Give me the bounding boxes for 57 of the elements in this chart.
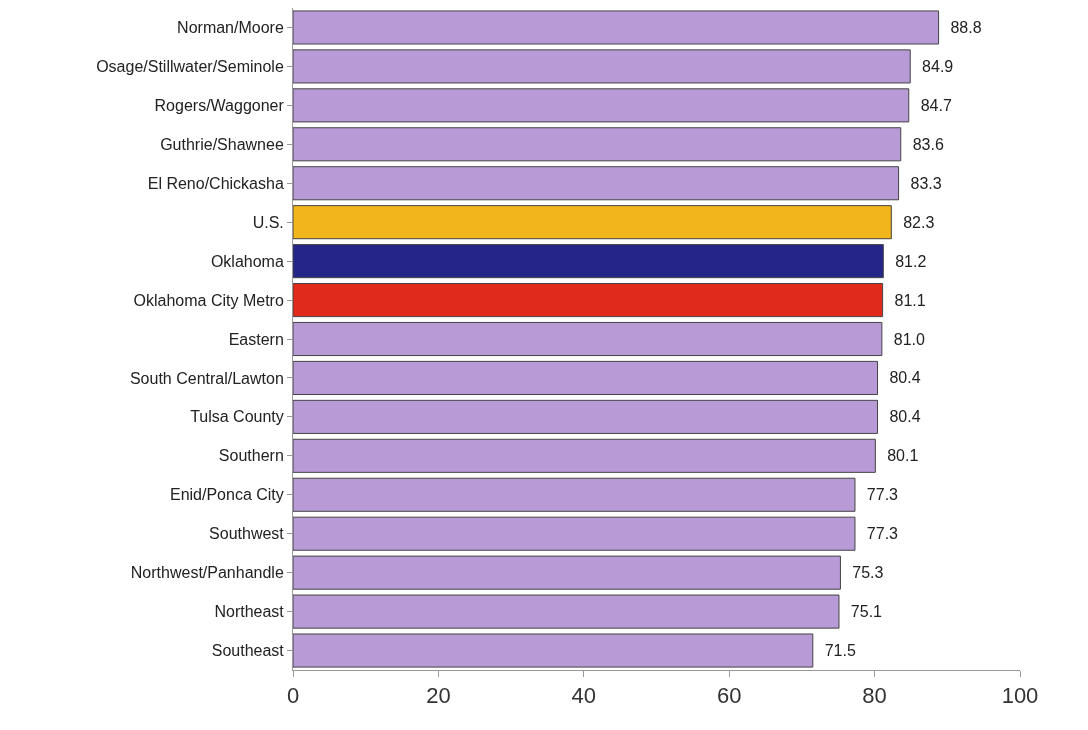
data-label: 77.3 bbox=[857, 486, 899, 504]
data-label: 82.3 bbox=[894, 213, 935, 231]
data-label: 77.3 bbox=[857, 525, 899, 543]
bar bbox=[293, 88, 910, 123]
y-tick-label: Northwest/Panhandle bbox=[130, 564, 284, 582]
bar bbox=[293, 594, 840, 629]
y-tick-label: Tulsa County bbox=[190, 408, 284, 426]
y-tick-label: Osage/Stillwater/Seminole bbox=[96, 58, 284, 76]
y-tick-label: Southeast bbox=[211, 642, 285, 660]
bar bbox=[293, 10, 940, 45]
data-label: 84.9 bbox=[913, 57, 954, 75]
data-label: 80.1 bbox=[878, 447, 919, 465]
x-tick-label: 80 bbox=[862, 683, 887, 709]
y-tick-label: Rogers/Waggoner bbox=[154, 96, 285, 114]
data-label: 75.1 bbox=[841, 603, 883, 621]
y-tick-label: Southwest bbox=[209, 525, 285, 543]
bar bbox=[293, 399, 879, 434]
bar bbox=[293, 166, 900, 201]
y-tick-label: Northeast bbox=[214, 603, 285, 621]
y-tick-label: Oklahoma bbox=[210, 252, 284, 270]
data-label: 88.8 bbox=[941, 18, 982, 36]
y-tick-label: Eastern bbox=[228, 330, 284, 348]
bar bbox=[293, 438, 876, 473]
y-tick-label: U.S. bbox=[252, 213, 284, 231]
data-label: 80.4 bbox=[880, 408, 921, 426]
x-tick-label: 40 bbox=[571, 683, 597, 709]
data-label: 75.3 bbox=[843, 564, 884, 582]
data-label: 83.3 bbox=[901, 174, 942, 192]
y-tick-label: Guthrie/Shawnee bbox=[160, 135, 284, 153]
x-tick-label: 20 bbox=[426, 683, 451, 709]
bar bbox=[293, 49, 911, 84]
bar bbox=[293, 555, 841, 590]
y-tick-label: South Central/Lawton bbox=[129, 369, 284, 387]
bar bbox=[293, 633, 814, 668]
data-label: 71.5 bbox=[815, 642, 856, 660]
bar bbox=[293, 477, 856, 512]
data-label: 81.2 bbox=[886, 252, 927, 270]
bar bbox=[293, 516, 856, 551]
data-label: 81.1 bbox=[885, 291, 926, 309]
data-label: 80.4 bbox=[880, 369, 921, 387]
bar bbox=[293, 205, 892, 240]
x-tick-label: 0 bbox=[286, 683, 300, 709]
y-tick-label: Enid/Ponca City bbox=[169, 486, 284, 504]
bar bbox=[293, 127, 902, 162]
bar bbox=[293, 360, 879, 395]
data-label: 84.7 bbox=[911, 96, 952, 114]
x-tick-label: 100 bbox=[1001, 683, 1039, 709]
bar bbox=[293, 321, 883, 357]
x-tick-label: 60 bbox=[716, 683, 742, 709]
y-tick-label: Oklahoma City Metro bbox=[133, 291, 284, 309]
data-label: 81.0 bbox=[884, 330, 925, 348]
data-label: 83.6 bbox=[903, 135, 944, 153]
y-tick-label: Southern bbox=[218, 447, 284, 465]
bar bbox=[293, 244, 884, 279]
y-tick-label: El Reno/Chickasha bbox=[147, 174, 284, 192]
y-tick-label: Norman/Moore bbox=[177, 19, 284, 37]
bar bbox=[293, 283, 884, 318]
